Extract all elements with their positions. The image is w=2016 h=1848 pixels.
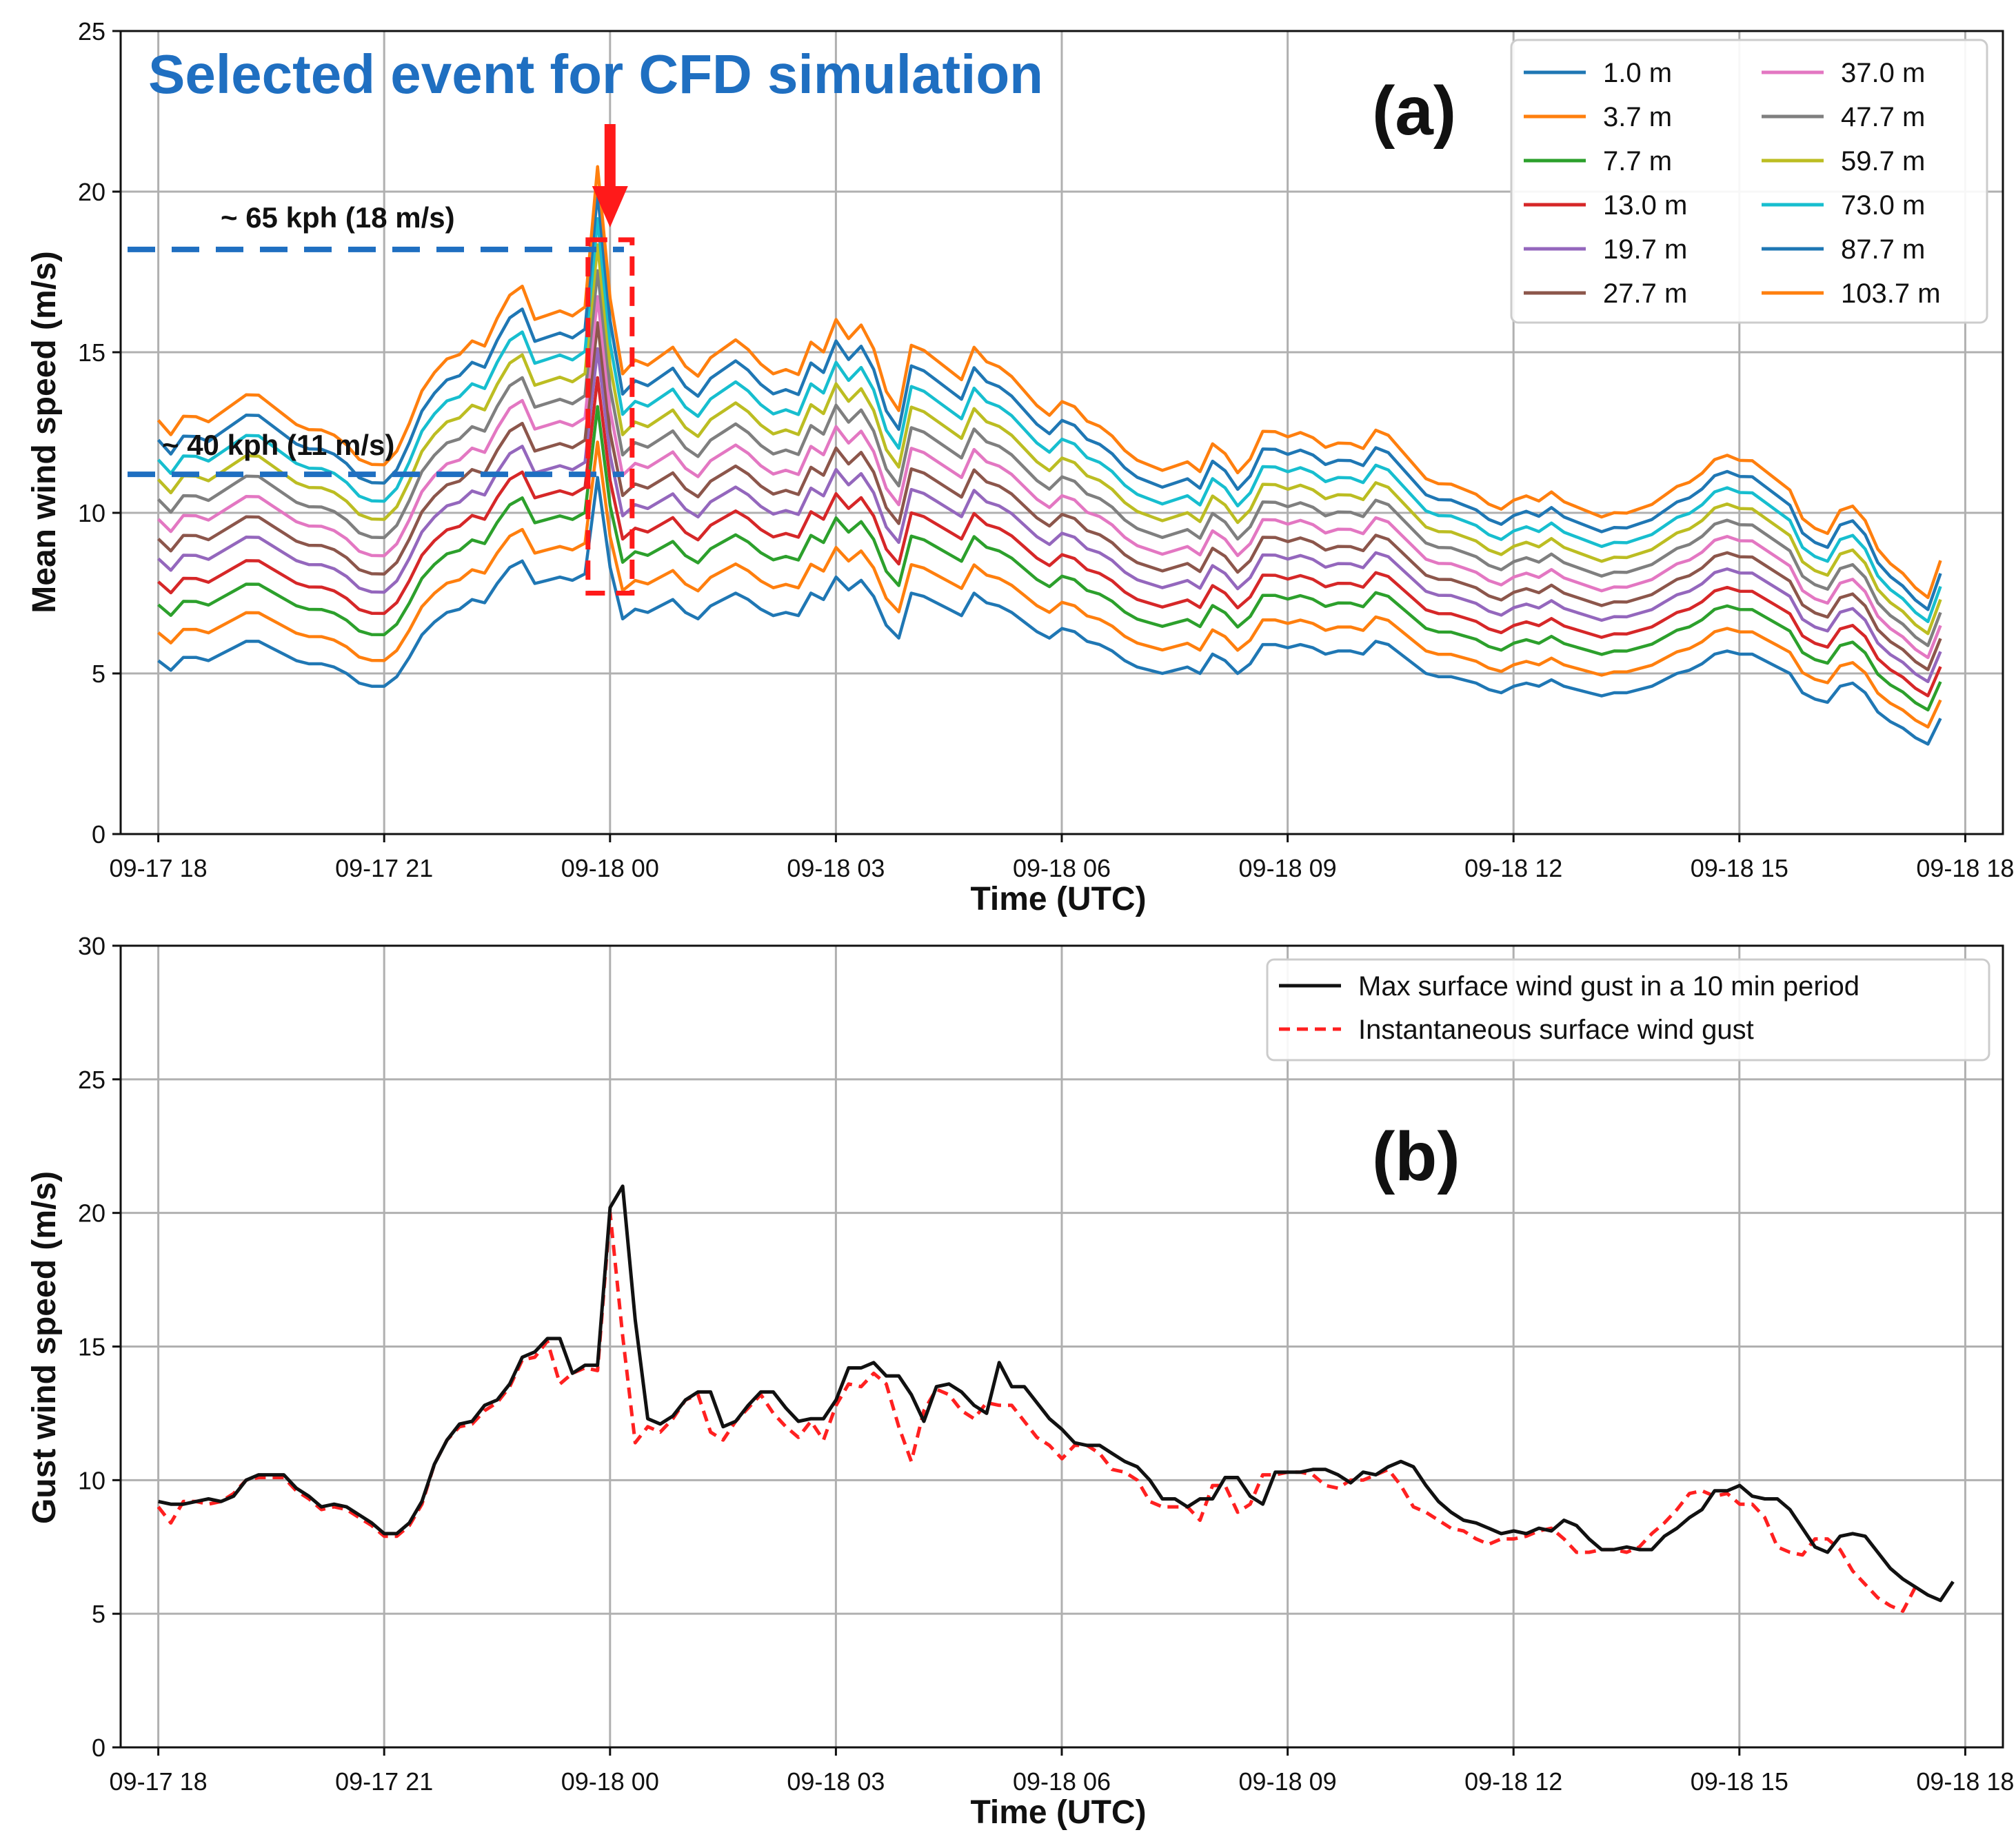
series-line-103-7-m — [157, 165, 1942, 600]
x-tick-label: 09-18 15 — [1691, 1767, 1788, 1796]
panel-b-xlabel: Time (UTC) — [970, 1794, 1146, 1831]
panel-a-ylabel: Mean wind speed (m/s) — [26, 251, 63, 613]
legend-a-label: 27.7 m — [1603, 278, 1687, 309]
series-line-max-gust — [158, 1184, 1955, 1603]
series-line-3-7-m — [157, 440, 1942, 729]
x-tick-label: 09-18 15 — [1691, 854, 1788, 882]
legend-a-label: 103.7 m — [1841, 278, 1941, 309]
y-tick-label: 0 — [92, 1734, 105, 1762]
x-tick-label: 09-18 03 — [787, 854, 885, 882]
legend-a-label: 87.7 m — [1841, 234, 1925, 265]
x-tick-label: 09-18 18 — [1916, 854, 2014, 882]
x-tick-label: 09-18 09 — [1239, 1767, 1337, 1796]
y-tick-label: 0 — [92, 820, 105, 849]
y-tick-label: 5 — [92, 1600, 105, 1628]
series-line-37-0-m — [157, 295, 1942, 660]
panel-b-series-group — [157, 1184, 1955, 1613]
low-threshold-label: ~ 40 kph (11 m/s) — [162, 429, 394, 461]
event-arrow-icon — [592, 124, 628, 227]
panel-a-mean-wind-speed: 0 5 10 15 20 25 09-17 18 09-17 21 09-18 00 09-18… — [26, 17, 2014, 917]
x-tick-label: 09-18 09 — [1239, 854, 1337, 882]
x-tick-label: 09-17 18 — [110, 1767, 208, 1796]
x-tick-label: 09-17 21 — [335, 854, 433, 882]
y-tick-label: 20 — [78, 1199, 105, 1228]
y-tick-label: 30 — [78, 932, 105, 960]
legend-b-label-instantaneous-gust: Instantaneous surface wind gust — [1358, 1015, 1754, 1045]
y-tick-label: 10 — [78, 1466, 105, 1494]
panel-b-badge: (b) — [1372, 1118, 1460, 1195]
series-line-87-7-m — [157, 191, 1942, 611]
panel-a-badge: (a) — [1372, 72, 1456, 150]
x-tick-label: 09-18 00 — [561, 1767, 659, 1796]
x-tick-label: 09-18 18 — [1916, 1767, 2014, 1796]
legend-a-label: 73.0 m — [1841, 190, 1925, 221]
x-tick-label: 09-18 06 — [1013, 854, 1111, 882]
event-highlight-box — [585, 237, 635, 596]
legend-a-label: 7.7 m — [1603, 146, 1672, 176]
series-line-1-0-m — [157, 476, 1942, 746]
x-tick-label: 09-18 03 — [787, 1767, 885, 1796]
y-tick-label: 20 — [78, 178, 105, 206]
legend-b-label-max-gust: Max surface wind gust in a 10 min period — [1358, 971, 1859, 1002]
y-tick-label: 25 — [78, 1066, 105, 1094]
event-arrow-head — [592, 186, 628, 227]
legend-a-label: 47.7 m — [1841, 102, 1925, 132]
legend-a-label: 3.7 m — [1603, 102, 1672, 132]
panel-a-xlabel: Time (UTC) — [970, 881, 1146, 917]
panel-a-x-ticks: 09-17 18 09-17 21 09-18 00 09-18 03 09-18 06… — [110, 834, 2014, 882]
series-line-59-7-m — [157, 243, 1942, 636]
series-line-19-7-m — [157, 347, 1942, 684]
x-tick-label: 09-18 00 — [561, 854, 659, 882]
headline-annotation: Selected event for CFD simulation — [148, 43, 1043, 105]
legend-a-label: 37.0 m — [1841, 58, 1925, 88]
series-line-47-7-m — [157, 269, 1942, 647]
legend-a-label: 13.0 m — [1603, 190, 1687, 221]
x-tick-label: 09-18 12 — [1464, 1767, 1562, 1796]
panel-b-legend-box — [1266, 958, 1990, 1062]
x-tick-label: 09-17 18 — [110, 854, 208, 882]
panel-a-legend-box — [1510, 39, 1988, 324]
x-tick-label: 09-18 12 — [1464, 854, 1562, 882]
series-line-7-7-m — [157, 405, 1942, 712]
y-tick-label: 10 — [78, 499, 105, 527]
series-line-13-0-m — [157, 376, 1942, 698]
y-tick-label: 15 — [78, 1333, 105, 1361]
panel-a-y-ticks: 0 5 10 15 20 25 — [78, 17, 121, 849]
panel-b-x-ticks: 09-17 18 09-17 21 09-18 00 09-18 03 09-18 06… — [110, 1747, 2014, 1796]
x-tick-label: 09-17 21 — [335, 1767, 433, 1796]
panel-a-series-group — [157, 165, 1942, 746]
legend-a-label: 19.7 m — [1603, 234, 1687, 265]
panel-b-ylabel: Gust wind speed (m/s) — [26, 1171, 63, 1524]
high-threshold-label: ~ 65 kph (18 m/s) — [221, 201, 455, 234]
series-line-27-7-m — [157, 321, 1942, 671]
x-tick-label: 09-18 06 — [1013, 1767, 1111, 1796]
y-tick-label: 5 — [92, 660, 105, 688]
y-tick-label: 15 — [78, 338, 105, 367]
panel-b-legend: Max surface wind gust in a 10 min period… — [1266, 958, 1990, 1062]
panel-b-y-ticks: 0 5 10 15 20 25 30 — [78, 932, 121, 1762]
y-tick-label: 25 — [78, 17, 105, 45]
panel-a-legend: 1.0 m 3.7 m 7.7 m 13.0 m 19.7 m 27.7 m 37.0 m 4… — [1510, 39, 1988, 324]
legend-a-label: 1.0 m — [1603, 58, 1672, 88]
legend-a-label: 59.7 m — [1841, 146, 1925, 176]
series-line-73-0-m — [157, 216, 1942, 624]
